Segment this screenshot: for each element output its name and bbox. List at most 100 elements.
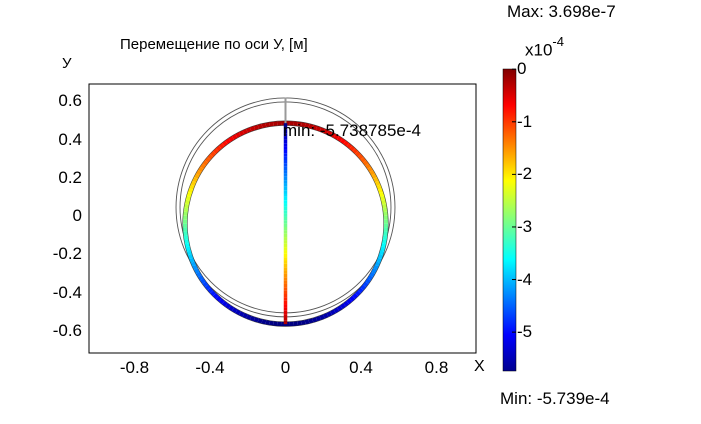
- ring-segment: [184, 242, 190, 248]
- ring-segment: [184, 199, 190, 205]
- ring-segment: [364, 278, 371, 285]
- ring-segment: [185, 246, 191, 252]
- ring-segment: [238, 311, 245, 317]
- ring-segment: [249, 125, 256, 132]
- ring-segment: [382, 235, 388, 240]
- ring-segment: [343, 300, 350, 307]
- ring-segment: [204, 284, 211, 291]
- ring-segment: [360, 284, 367, 291]
- ring-segment: [364, 163, 371, 170]
- ring-segment: [367, 274, 374, 281]
- ring-segment: [197, 166, 204, 173]
- ring-segment: [380, 246, 386, 252]
- y-tick-label: -0.4: [52, 282, 82, 302]
- ring-segment: [202, 160, 209, 166]
- ring-segment: [312, 124, 318, 131]
- ring-segment: [376, 184, 382, 190]
- ring-segment: [378, 191, 385, 197]
- colorbar-max-label: Max: 3.698e-7: [507, 2, 616, 21]
- ring-segment: [297, 320, 302, 326]
- ring-segment: [187, 254, 194, 260]
- ring-segment: [193, 268, 200, 274]
- ring-segment: [315, 125, 322, 132]
- ring-segment: [374, 180, 381, 187]
- ring-segment: [246, 127, 252, 133]
- ring-segment: [369, 271, 376, 278]
- colorbar-tick-label: -1: [517, 111, 533, 131]
- ring-segment: [343, 140, 350, 147]
- ring-segment: [235, 132, 241, 138]
- y-tick-label: 0.2: [58, 167, 82, 187]
- ring-segment: [326, 311, 333, 317]
- ring-segment: [308, 123, 314, 130]
- ring-segment: [369, 169, 376, 176]
- ring-segment: [207, 153, 214, 160]
- colorbar-tick-label: -2: [517, 164, 533, 184]
- ring-segment: [382, 207, 388, 213]
- ring-segment: [269, 121, 274, 127]
- x-tick-label: -0.4: [195, 358, 225, 377]
- ring-segment: [257, 123, 263, 130]
- ring-segment: [193, 173, 200, 180]
- x-axis-label: X: [474, 358, 485, 375]
- ring-segment: [312, 317, 318, 323]
- ring-segment: [323, 128, 329, 135]
- ring-segment: [336, 136, 343, 142]
- y-tick-label: 0: [72, 206, 82, 225]
- ring-segment: [376, 257, 382, 263]
- ring-segment: [367, 166, 374, 173]
- y-tick-label: 0.4: [58, 129, 82, 149]
- ring-segment: [195, 271, 202, 278]
- ring-segment: [184, 239, 190, 244]
- plot-frame: [88, 83, 477, 354]
- ring-segment: [249, 315, 256, 322]
- ring-segment: [349, 295, 356, 302]
- ring-segment: [333, 133, 340, 140]
- ring-segment: [265, 320, 271, 326]
- ring-segment: [346, 298, 353, 305]
- ring-segment: [253, 317, 259, 323]
- ring-segment: [210, 290, 217, 297]
- ring-segment: [354, 290, 361, 297]
- ring-segment: [333, 307, 340, 314]
- y-tick-label: -0.6: [52, 320, 82, 340]
- ring-segment: [253, 124, 259, 131]
- ring-segment: [380, 195, 386, 201]
- ring-segment: [381, 199, 387, 205]
- ring-segment: [242, 128, 248, 135]
- y-axis-label: У: [62, 55, 72, 72]
- ring-segment: [228, 136, 235, 142]
- ring-segment: [377, 254, 384, 260]
- ring-segment: [200, 163, 207, 170]
- ring-segment: [297, 121, 302, 127]
- ring-segment: [371, 268, 378, 274]
- ring-segment: [362, 281, 369, 288]
- ring-segment: [371, 173, 378, 180]
- ring-segment: [189, 184, 195, 190]
- colorbar-tick-label: -4: [517, 269, 533, 289]
- colorbar-tick-label: -5: [517, 322, 533, 342]
- ring-segment: [340, 303, 346, 310]
- ring-segment: [215, 145, 222, 152]
- ring-segment: [330, 309, 336, 316]
- ring-segment: [340, 138, 346, 145]
- ring-segment: [192, 264, 198, 271]
- ring-segment: [215, 295, 222, 302]
- colorbar-ticks: [512, 68, 516, 333]
- ring-segment: [246, 314, 252, 321]
- ring-segment: [225, 303, 231, 310]
- ring-segment: [184, 203, 190, 209]
- ring-segment: [265, 122, 271, 128]
- ring-segment: [323, 312, 329, 319]
- ring-segment: [235, 309, 241, 316]
- ring-segment: [261, 319, 267, 325]
- ring-segment: [221, 300, 228, 307]
- ring-segment: [221, 140, 228, 147]
- ring-segment: [202, 281, 209, 288]
- ring-segment: [319, 127, 325, 133]
- x-tick-label: 0.8: [424, 358, 449, 377]
- multiplier-exponent: -4: [552, 34, 564, 49]
- ring-segment: [349, 145, 356, 152]
- colorbar: [502, 68, 517, 372]
